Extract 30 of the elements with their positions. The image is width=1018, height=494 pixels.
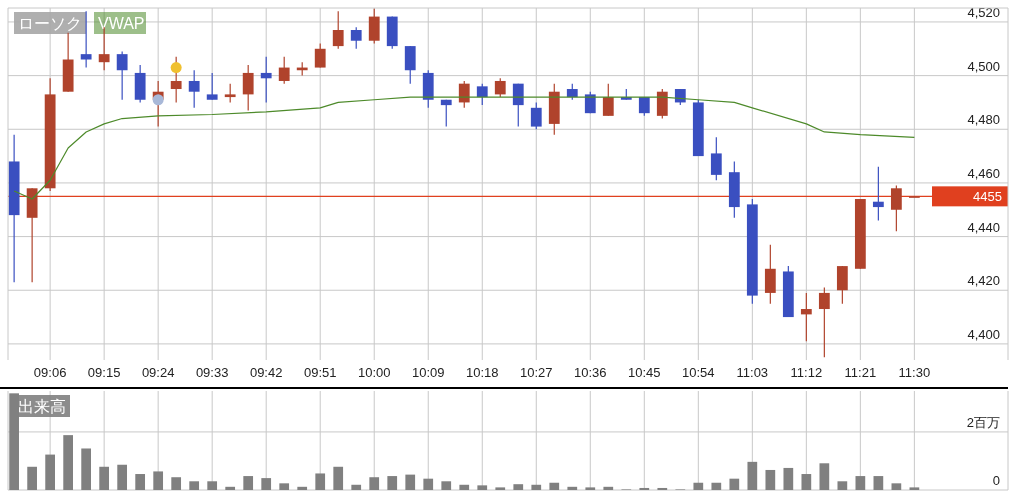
- x-tick-label: 10:09: [411, 365, 445, 380]
- x-tick-label: 09:15: [87, 365, 121, 380]
- x-tick-label: 10:36: [574, 365, 607, 380]
- y-tick-label: 4,400: [967, 326, 1000, 342]
- y-tick-label: 4,520: [967, 4, 1000, 20]
- x-tick-label: 11:21: [844, 365, 877, 380]
- y-tick-label: 4,420: [967, 273, 1000, 289]
- x-tick-label: 11:12: [790, 365, 823, 380]
- x-tick-label: 11:30: [898, 365, 931, 380]
- x-tick-label: 10:45: [628, 365, 661, 380]
- x-tick-label: 09:06: [33, 365, 67, 380]
- x-tick-label: 10:27: [519, 365, 553, 380]
- x-tick-label: 09:51: [303, 365, 337, 380]
- y-tick-label: 4,500: [967, 58, 1000, 74]
- x-tick-label: 10:18: [465, 365, 499, 380]
- series-label: 出来高: [18, 398, 66, 415]
- y-tick-label: 2百万: [966, 414, 1000, 430]
- text: VWAP: [98, 15, 145, 32]
- x-tick-label: 09:42: [249, 365, 283, 380]
- x-tick-label: 09:24: [141, 365, 175, 380]
- x-tick-label: 10:00: [357, 365, 391, 380]
- ref-line-label: 4455: [973, 188, 1002, 204]
- x-tick-label: 11:03: [736, 365, 769, 380]
- y-tick-label: 4,440: [967, 219, 1000, 235]
- y-tick-label: 4,460: [967, 165, 1000, 181]
- y-tick-label: 0: [992, 473, 1000, 488]
- y-tick-label: 4,480: [967, 112, 1000, 128]
- x-tick-label: 09:33: [195, 365, 229, 380]
- series-label: ローソク: [18, 15, 82, 32]
- x-tick-label: 10:54: [682, 365, 715, 380]
